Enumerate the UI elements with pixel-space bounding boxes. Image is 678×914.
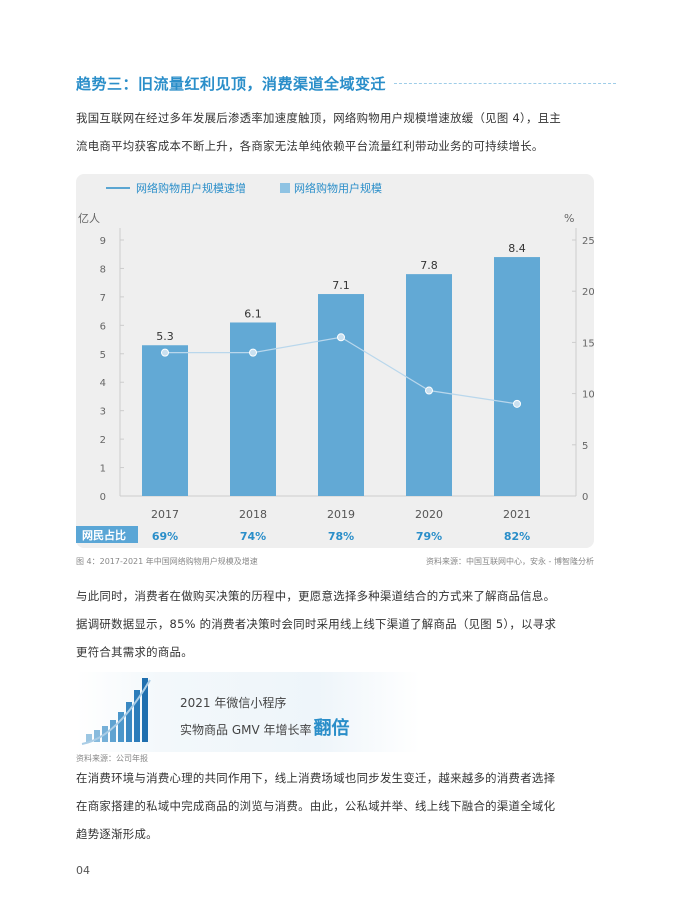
legend-bar-swatch (280, 183, 290, 193)
omnichannel-paragraph: 在消费环境与消费心理的共同作用下，线上消费场域也同步发生变迁，越来越多的消费者选… (76, 764, 604, 848)
callout-line-2-text: 实物商品 GMV 年增长率 (180, 723, 312, 737)
left-tick-label: 1 (100, 464, 106, 475)
bar (142, 345, 188, 496)
bar (230, 322, 276, 496)
callout-line-2: 实物商品 GMV 年增长率 翻倍 (180, 714, 350, 740)
x-tick-label: 2021 (503, 508, 531, 521)
paragraph-line: 在消费环境与消费心理的共同作用下，线上消费场域也同步发生变迁，越来越多的消费者选… (76, 771, 556, 785)
left-tick-label: 0 (100, 492, 106, 503)
heading-title: 趋势三：旧流量红利见顶，消费渠道全域变迁 (76, 74, 387, 93)
bar-value-label: 6.1 (244, 307, 262, 320)
growth-rate-point (425, 386, 433, 395)
x-tick-label: 2019 (327, 508, 355, 521)
paragraph-line: 我国互联网在经过多年发展后渗透率加速度触顶，网络购物用户规模增速放缓（见图 4）… (76, 111, 562, 125)
bar-value-label: 7.8 (420, 259, 438, 272)
bar (406, 274, 452, 496)
share-row-label: 网民占比 (82, 528, 126, 542)
callout-line-1: 2021 年微信小程序 (180, 696, 287, 710)
left-axis-unit: 亿人 (78, 212, 100, 225)
left-tick-label: 5 (100, 350, 106, 361)
right-tick-label: 25 (582, 236, 594, 247)
mini-program-callout: 2021 年微信小程序 实物商品 GMV 年增长率 翻倍 (76, 672, 420, 752)
bar-value-label: 8.4 (508, 242, 526, 255)
bar (318, 294, 364, 496)
growth-rate-point (249, 348, 257, 357)
x-tick-label: 2017 (151, 508, 179, 521)
growth-bars-graphic (81, 678, 151, 745)
paragraph-line: 在商家搭建的私域中完成商品的浏览与消费。由此，公私域并举、线上线下融合的渠道全域… (76, 799, 556, 813)
left-tick-label: 7 (100, 293, 106, 304)
section-heading: 趋势三：旧流量红利见顶，消费渠道全域变迁 (76, 68, 616, 98)
page-number: 04 (76, 864, 90, 877)
chart-canvas: 网络购物用户规模速增 网络购物用户规模 亿人 % 0 1 2 3 4 5 6 7 8 9 0 5 10… (76, 181, 594, 543)
share-value: 74% (240, 530, 266, 543)
left-tick-label: 2 (100, 435, 106, 446)
share-value: 82% (504, 530, 530, 543)
left-tick-label: 3 (100, 407, 106, 418)
user-scale-chart: 网络购物用户规模速增 网络购物用户规模 亿人 % 0 1 2 3 4 5 6 7 8 9 0 5 10… (76, 174, 594, 548)
left-tick-label: 9 (100, 236, 106, 247)
x-tick-label: 2020 (415, 508, 443, 521)
legend-bar-label: 网络购物用户规模 (294, 181, 382, 195)
share-value: 79% (416, 530, 442, 543)
growth-rate-point (337, 333, 345, 342)
channel-paragraph: 与此同时，消费者在做购买决策的历程中，更愿意选择多种渠道结合的方式来了解商品信息… (76, 582, 604, 666)
paragraph-line: 流电商平均获客成本不断上升，各商家无法单纯依赖平台流量红利带动业务的可持续增长。 (76, 139, 544, 153)
bar (494, 257, 540, 496)
figure-caption: 图 4：2017-2021 年中国网络购物用户规模及增速 资料来源：中国互联网中… (76, 556, 594, 570)
paragraph-line: 据调研数据显示，85% 的消费者决策时会同时采用线上线下渠道了解商品（见图 5）… (76, 617, 557, 631)
right-tick-label: 10 (582, 390, 594, 401)
intro-paragraph: 我国互联网在经过多年发展后渗透率加速度触顶，网络购物用户规模增速放缓（见图 4）… (76, 104, 604, 160)
right-tick-label: 5 (582, 441, 588, 452)
left-tick-label: 4 (100, 378, 106, 389)
growth-rate-point (513, 399, 521, 408)
paragraph-line: 与此同时，消费者在做购买决策的历程中，更愿意选择多种渠道结合的方式来了解商品信息… (76, 589, 556, 603)
left-tick-label: 8 (100, 264, 106, 275)
bar-value-label: 5.3 (156, 330, 174, 343)
right-tick-label: 20 (582, 287, 594, 298)
left-tick-label: 6 (100, 321, 106, 332)
x-tick-label: 2018 (239, 508, 267, 521)
growth-rate-point (161, 348, 169, 357)
right-tick-label: 0 (582, 492, 588, 503)
callout-emphasis: 翻倍 (313, 718, 350, 739)
callout-source: 资料来源：公司年报 (76, 754, 148, 763)
paragraph-line: 趋势逐渐形成。 (76, 827, 158, 841)
share-value: 78% (328, 530, 354, 543)
heading-dashed-rule (394, 82, 616, 84)
bar-value-label: 7.1 (332, 279, 350, 292)
caption-title: 图 4：2017-2021 年中国网络购物用户规模及增速 (76, 557, 258, 566)
legend-line-label: 网络购物用户规模速增 (136, 181, 246, 195)
paragraph-line: 更符合其需求的商品。 (76, 645, 193, 659)
share-label-bg (76, 526, 138, 543)
right-tick-label: 15 (582, 338, 594, 349)
caption-source: 资料来源：中国互联网中心，安永 - 博智隆分析 (426, 557, 594, 566)
share-value: 69% (152, 530, 178, 543)
right-axis-unit: % (564, 212, 574, 225)
